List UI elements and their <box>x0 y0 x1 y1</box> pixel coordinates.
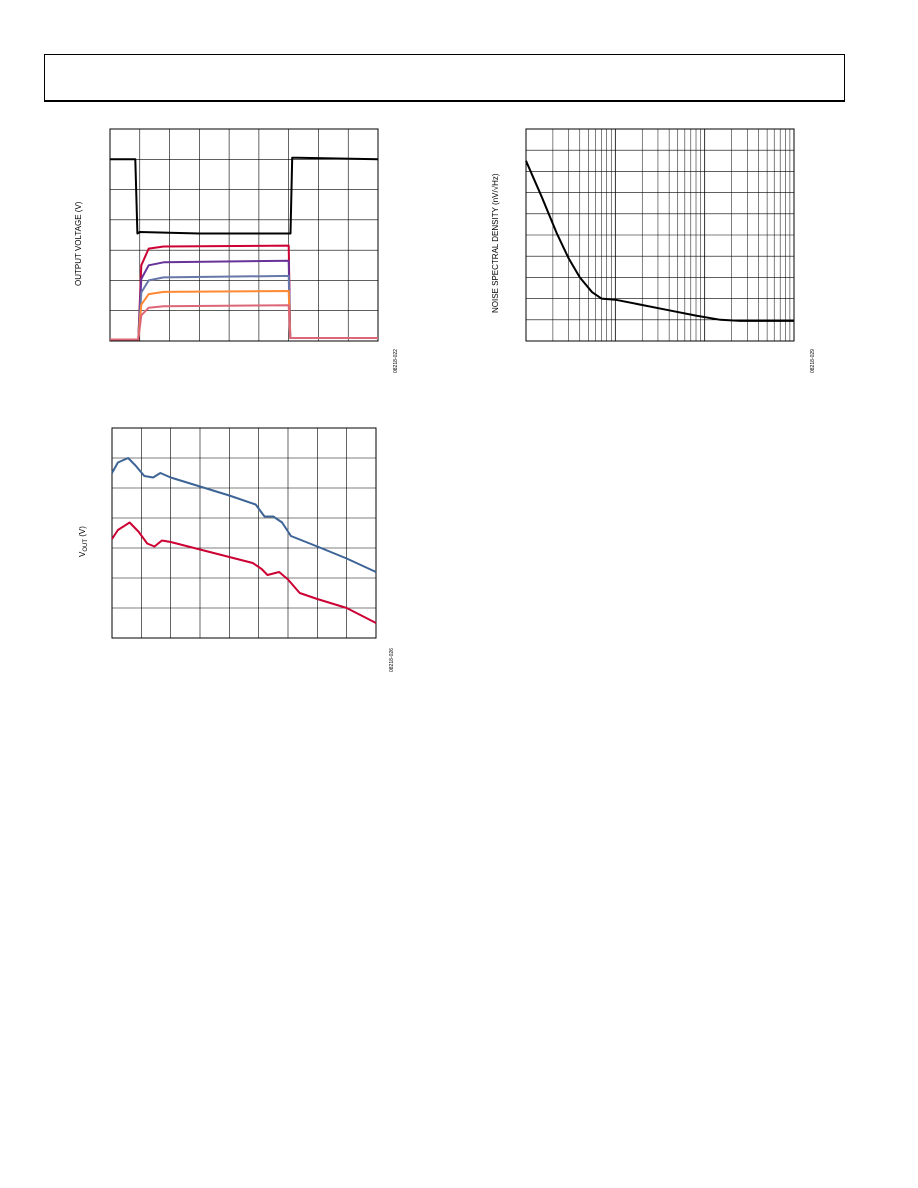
fig1-series-0-line <box>110 156 379 235</box>
fig1-grid <box>110 129 378 341</box>
fig1-series-1-line <box>110 244 378 341</box>
fig2-y-axis-label: NOISE SPECTRAL DENSITY (nV/√Hz) <box>491 173 500 313</box>
fig3-grid <box>112 428 376 638</box>
fig1-y-axis-label: OUTPUT VOLTAGE (V) <box>74 201 83 286</box>
output-voltage-chart <box>109 128 379 342</box>
fig2-grid <box>525 129 794 341</box>
fig1-series-5-line <box>110 304 378 341</box>
fig1-series-2-line <box>110 259 378 341</box>
fig1-plot-frame <box>109 128 379 342</box>
fig3-series-1-line <box>111 521 377 624</box>
noise-spectral-density-chart <box>525 128 795 342</box>
fig1-figure-id: 08218-022 <box>393 349 399 373</box>
fig1-series-4-line <box>110 290 378 341</box>
fig2-series-0-line <box>525 160 794 322</box>
fig2-figure-id: 08218-029 <box>810 349 816 373</box>
vout-chart <box>111 427 377 639</box>
fig3-figure-id: 08218-026 <box>389 648 395 672</box>
fig3-y-axis-label: VOUT (V) <box>78 526 89 557</box>
fig2-plot-frame <box>525 128 795 342</box>
fig3-series-0-line <box>111 457 377 573</box>
page-header-box <box>44 54 845 102</box>
fig3-plot-frame <box>111 427 377 639</box>
